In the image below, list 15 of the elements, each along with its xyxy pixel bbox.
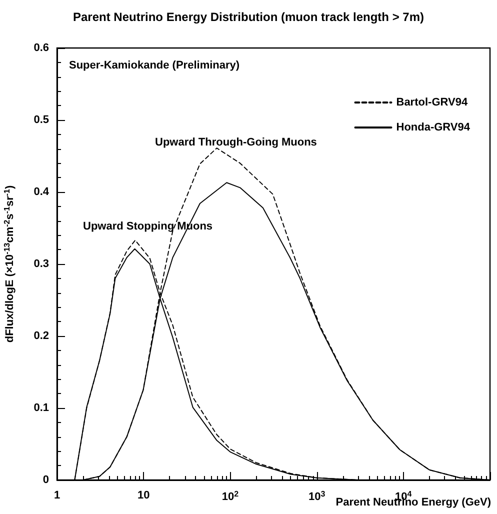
y-tick-label: 0 <box>42 474 49 486</box>
annotation: Super-Kamiokande (Preliminary) <box>69 60 240 72</box>
y-tick-label: 0.1 <box>34 402 49 414</box>
x-tick-label: 10 <box>137 490 150 502</box>
y-tick-label: 0.6 <box>34 42 49 54</box>
y-tick-label: 0.5 <box>34 114 49 126</box>
x-tick-label: 1 <box>54 490 60 502</box>
y-tick-label: 0.4 <box>34 186 50 198</box>
annotation: Upward Through-Going Muons <box>155 136 317 148</box>
legend-label: Honda-GRV94 <box>396 122 471 134</box>
text: dFlux/dlogE (×10-13cm-2s-1sr-1) <box>2 185 16 343</box>
legend-label: Bartol-GRV94 <box>396 96 468 108</box>
y-tick-label: 0.3 <box>34 258 49 270</box>
y-tick-label: 0.2 <box>34 330 49 342</box>
chart-title: Parent Neutrino Energy Distribution (muon track length > 7m) <box>72 10 424 24</box>
